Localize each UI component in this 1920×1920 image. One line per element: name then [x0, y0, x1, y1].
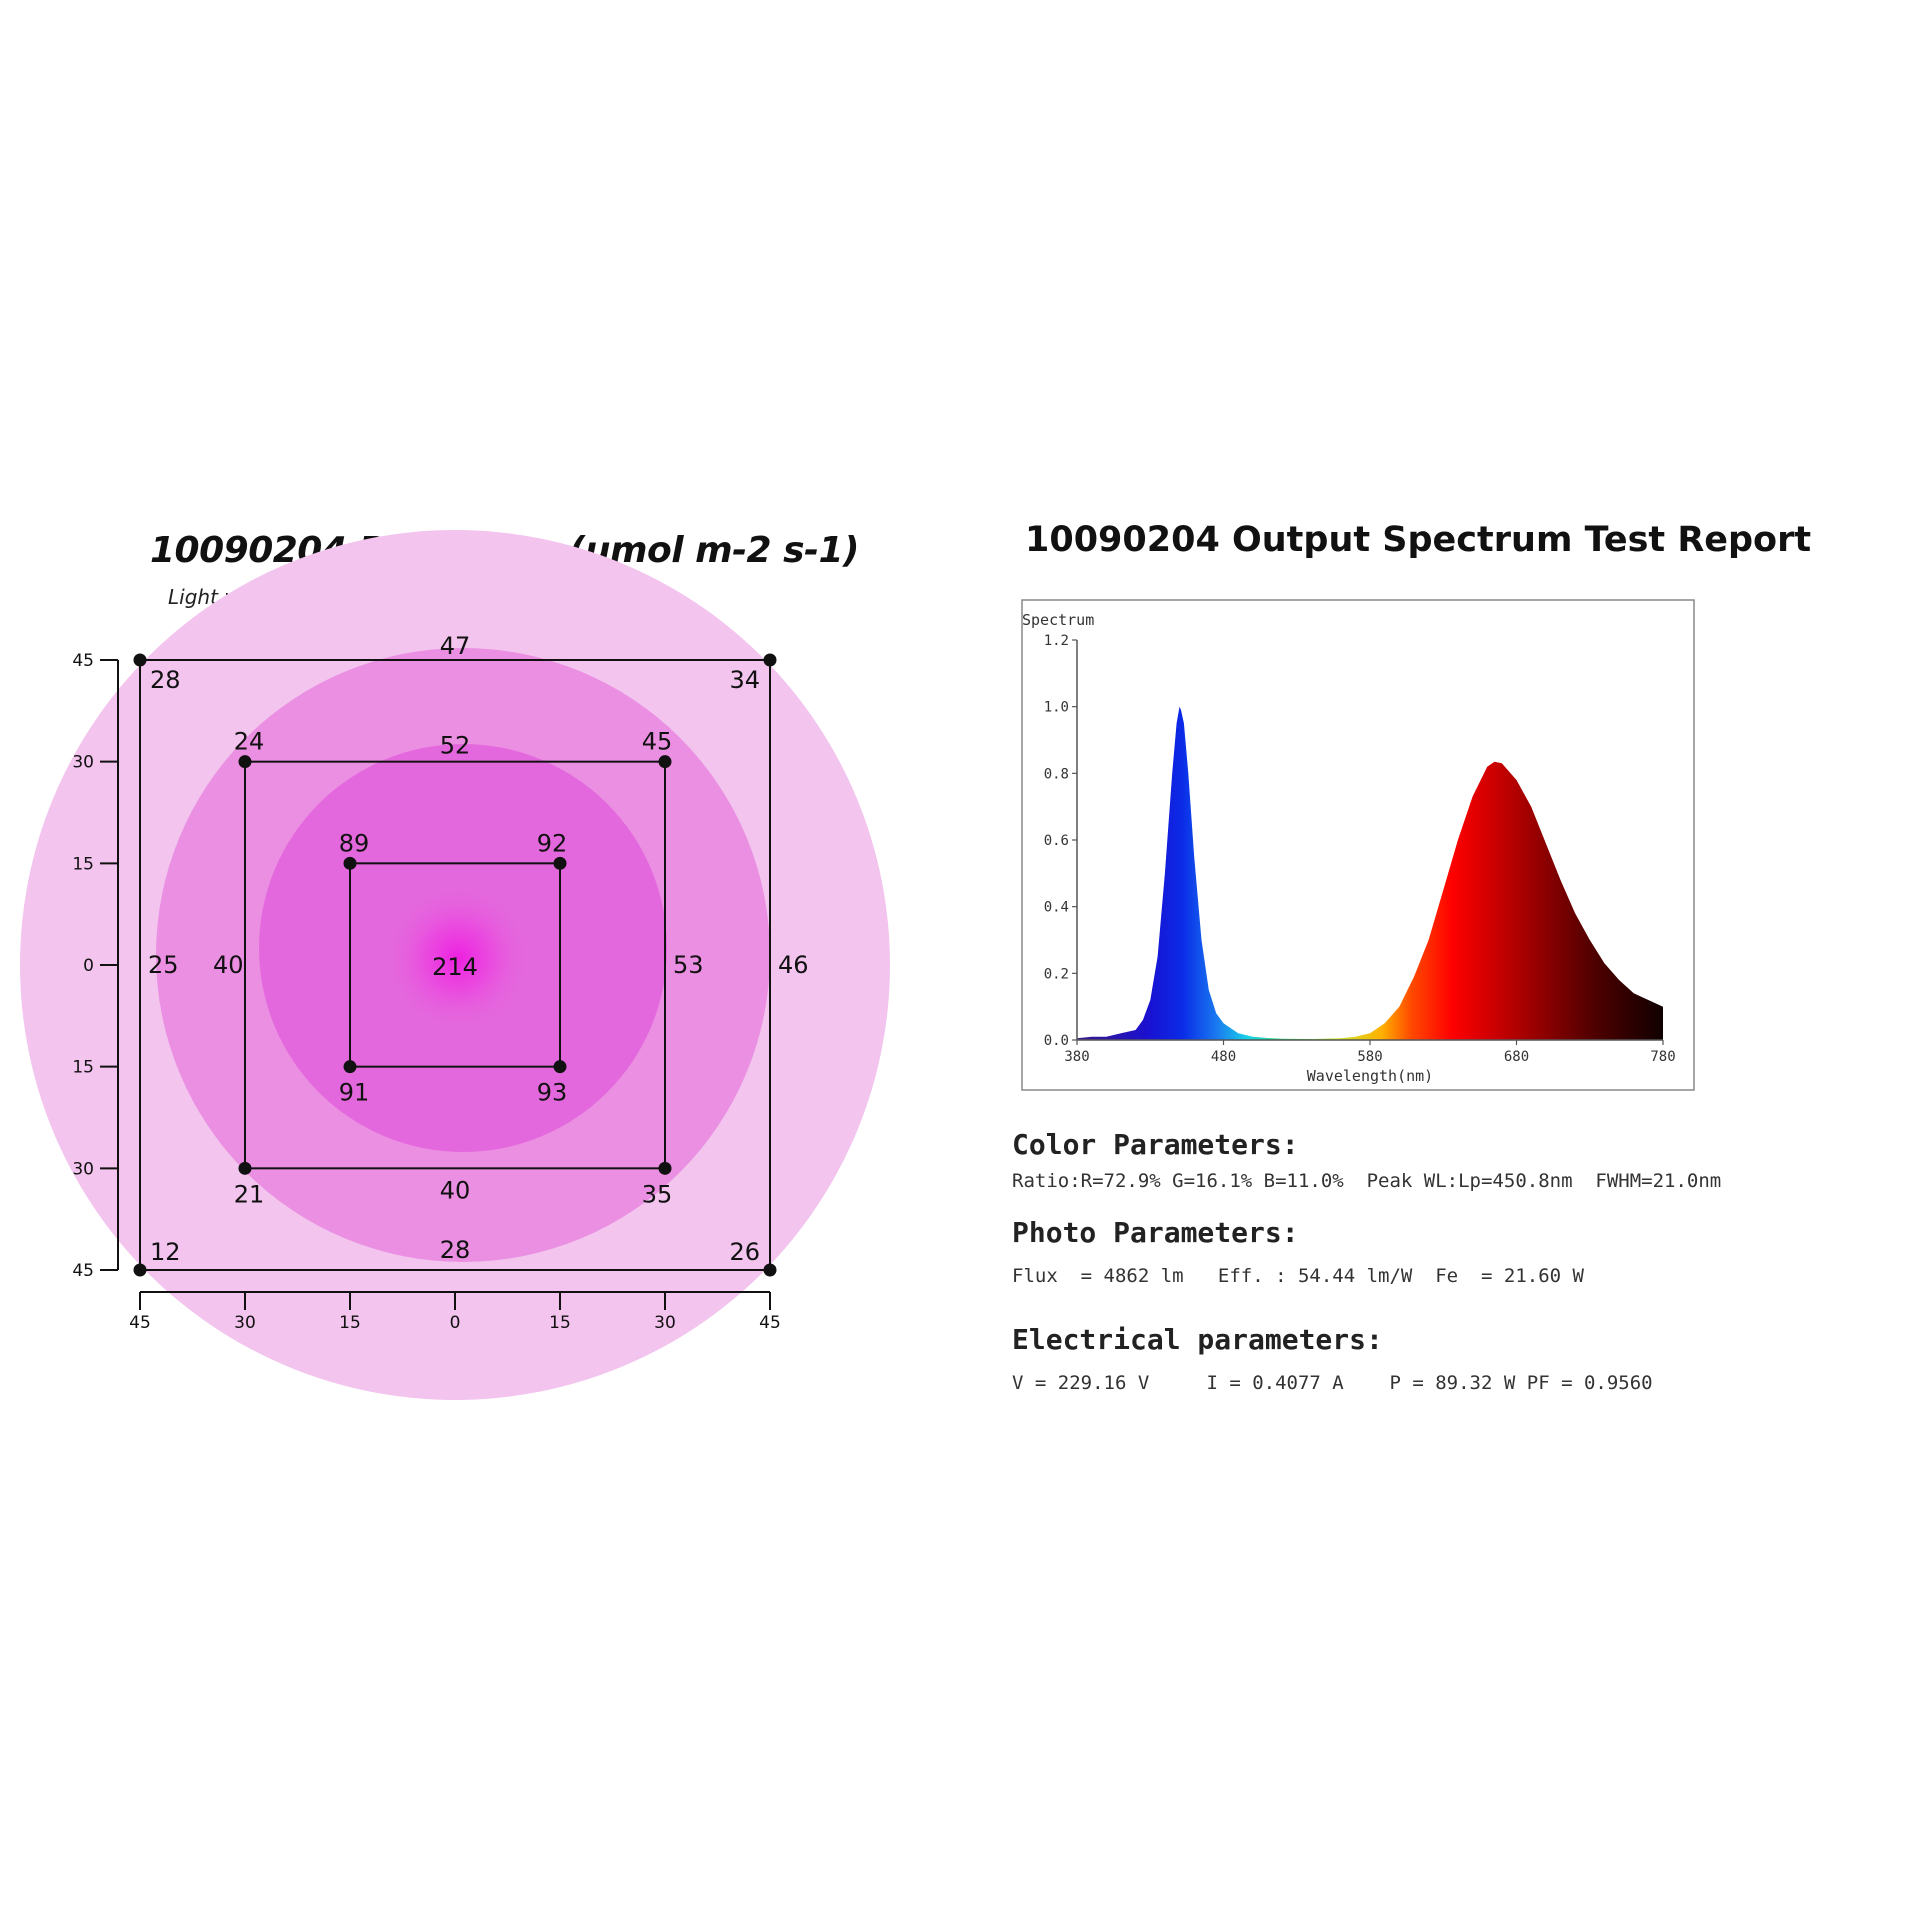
par-grid-dot: [763, 1263, 777, 1277]
par-value-label: 26: [729, 1238, 760, 1266]
par-grid-dot: [133, 653, 147, 667]
electrical-parameters-heading: Electrical parameters:: [1012, 1323, 1383, 1356]
par-value-label: 35: [642, 1180, 673, 1208]
par-y-tick-label: 45: [72, 651, 94, 671]
spectrum-x-tick-label: 780: [1650, 1049, 1675, 1065]
par-zone-center: [383, 883, 533, 1033]
par-grid-dot: [238, 755, 252, 769]
par-x-tick-label: 0: [450, 1313, 461, 1333]
color-parameters-values: Ratio:R=72.9% G=16.1% B=11.0% Peak WL:Lp…: [1012, 1170, 1722, 1192]
spectrum-x-tick-label: 380: [1064, 1049, 1089, 1065]
par-value-label: 91: [339, 1079, 370, 1107]
spectrum-y-label: Spectrum: [1022, 611, 1094, 629]
color-parameters-heading: Color Parameters:: [1012, 1128, 1299, 1161]
par-value-label: 47: [440, 632, 471, 660]
par-x-tick-label: 15: [549, 1313, 571, 1333]
par-y-tick-label: 0: [83, 956, 94, 976]
par-value-label: 25: [148, 951, 179, 979]
par-x-tick-label: 45: [129, 1313, 151, 1333]
par-square-15: [349, 862, 561, 1068]
par-grid-dot: [763, 653, 777, 667]
photo-parameters-values: Flux = 4862 lm Eff. : 54.44 lm/W Fe = 21…: [1012, 1265, 1584, 1287]
spectrum-x-label: Wavelength(nm): [1307, 1067, 1433, 1085]
photo-parameters-heading: Photo Parameters:: [1012, 1216, 1299, 1249]
par-value-label: 12: [150, 1238, 181, 1266]
par-y-tick-label: 30: [72, 753, 94, 773]
par-x-tick-label: 30: [234, 1313, 256, 1333]
par-grid-dot: [238, 1161, 252, 1175]
par-grid-dot: [343, 1060, 357, 1074]
par-y-tick-label: 15: [72, 854, 94, 874]
spectrum-y-tick-label: 1.2: [1044, 633, 1069, 649]
par-value-label: 28: [440, 1236, 471, 1264]
par-x-tick-label: 15: [339, 1313, 361, 1333]
par-y-tick-label: 30: [72, 1159, 94, 1179]
par-value-label: 40: [440, 1176, 471, 1204]
spectrum-report-title: 10090204 Output Spectrum Test Report: [1025, 520, 1812, 560]
par-grid-dot: [133, 1263, 147, 1277]
electrical-parameters-values: V = 229.16 V I = 0.4077 A P = 89.32 W PF…: [1012, 1372, 1653, 1394]
spectrum-y-tick-label: 1.0: [1044, 700, 1069, 716]
par-value-label: 214: [432, 953, 478, 981]
par-square-30: [244, 760, 666, 1170]
par-grid-dot: [553, 1060, 567, 1074]
spectrum-y-tick-label: 0.2: [1044, 966, 1069, 982]
par-value-label: 52: [440, 732, 471, 760]
par-square-45: [139, 659, 771, 1271]
par-value-label: 28: [150, 666, 181, 694]
spectrum-y-tick-label: 0.6: [1044, 833, 1069, 849]
par-grid-dot: [658, 755, 672, 769]
par-value-label: 89: [339, 829, 370, 857]
par-value-label: 45: [642, 728, 673, 756]
spectrum-x-tick-label: 480: [1211, 1049, 1236, 1065]
par-value-label: 21: [234, 1180, 265, 1208]
par-value-label: 24: [234, 728, 265, 756]
par-y-tick-label: 15: [72, 1058, 94, 1078]
par-value-label: 92: [537, 829, 568, 857]
spectrum-y-tick-label: 0.0: [1044, 1033, 1069, 1049]
par-x-tick-label: 45: [759, 1313, 781, 1333]
par-y-tick-label: 45: [72, 1261, 94, 1281]
par-grid-dot: [553, 856, 567, 870]
par-value-label: 53: [673, 951, 704, 979]
spectrum-x-tick-label: 680: [1504, 1049, 1529, 1065]
par-value-label: 40: [213, 951, 244, 979]
spectrum-y-tick-label: 0.8: [1044, 766, 1069, 782]
par-value-label: 93: [537, 1079, 568, 1107]
spectrum-area: [1077, 706, 1663, 1040]
par-x-tick-label: 30: [654, 1313, 676, 1333]
par-grid-dot: [658, 1161, 672, 1175]
par-value-label: 46: [778, 951, 809, 979]
par-value-label: 34: [729, 666, 760, 694]
par-grid-dot: [343, 856, 357, 870]
spectrum-y-tick-label: 0.4: [1044, 900, 1069, 916]
spectrum-x-tick-label: 580: [1357, 1049, 1382, 1065]
